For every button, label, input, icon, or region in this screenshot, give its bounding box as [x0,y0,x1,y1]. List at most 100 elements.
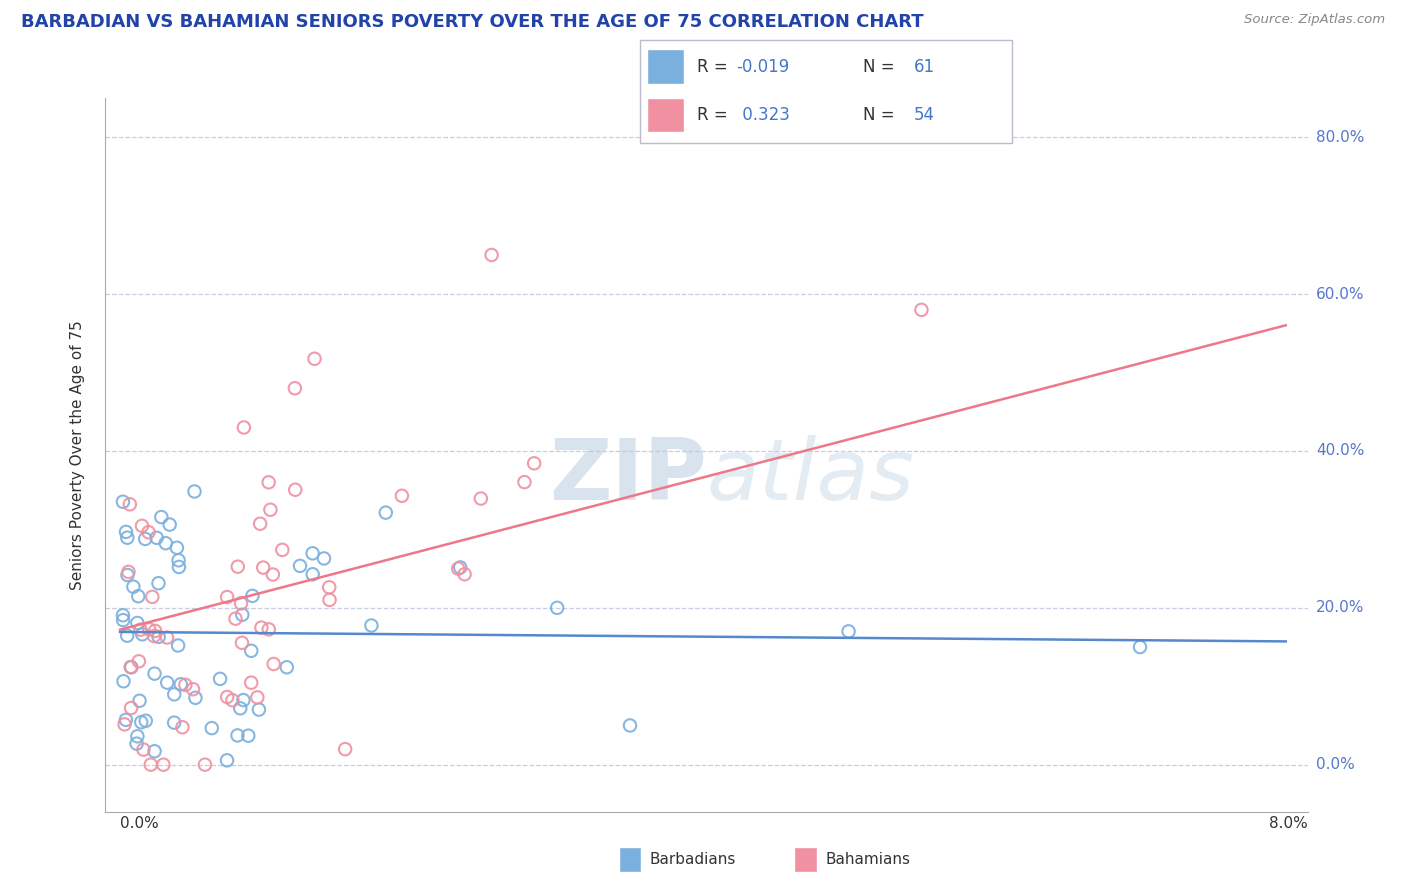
Point [122,580,145,594]
Point [288,558,311,573]
Point [240,644,263,658]
Point [184,690,207,705]
Point [523,456,546,470]
Text: 0.0%: 0.0% [1316,757,1354,772]
Point [174,678,197,692]
Y-axis label: Seniors Poverty Over the Age of 75: Seniors Poverty Over the Age of 75 [70,320,84,590]
Text: 8.0%: 8.0% [1268,815,1308,830]
Point [447,561,470,575]
Point [166,541,188,555]
Point [117,565,139,579]
Text: 61: 61 [914,58,935,76]
Point [194,757,217,772]
Text: 20.0%: 20.0% [1316,600,1364,615]
Point [141,590,163,604]
Point [181,682,204,697]
Point [118,497,141,511]
Point [263,657,285,671]
Text: 54: 54 [914,106,935,124]
FancyBboxPatch shape [647,97,685,132]
Point [225,612,247,626]
Point [246,690,269,705]
Point [139,757,162,772]
Point [250,621,273,635]
Point [232,693,254,707]
Point [148,630,170,644]
Text: atlas: atlas [707,434,914,518]
Point [150,510,173,524]
Point [129,715,152,730]
Point [276,660,298,674]
Point [252,560,274,574]
Point [127,589,149,603]
Point [131,627,153,641]
Text: -0.019: -0.019 [737,58,790,76]
Point [242,589,264,603]
Point [1129,640,1152,654]
Text: 60.0%: 60.0% [1316,286,1364,301]
Point [259,502,281,516]
Point [231,607,253,622]
Point [257,623,280,637]
Point [120,660,142,674]
Text: BARBADIAN VS BAHAMIAN SENIORS POVERTY OVER THE AGE OF 75 CORRELATION CHART: BARBADIAN VS BAHAMIAN SENIORS POVERTY OV… [21,13,924,31]
Point [301,567,323,582]
Point [271,542,294,557]
Point [470,491,492,506]
Point [138,525,160,540]
Text: 0.0%: 0.0% [120,815,159,830]
Text: 0.323: 0.323 [737,106,790,124]
Point [170,677,193,691]
Point [183,484,205,499]
Point [231,636,253,650]
Point [128,694,150,708]
Point [143,624,166,638]
Point [152,757,174,772]
Point [284,381,307,395]
Point [127,615,149,630]
Text: R =: R = [697,106,728,124]
Point [167,639,190,653]
Point [301,546,323,560]
Point [226,559,249,574]
Point [391,489,413,503]
Point [312,551,335,566]
Point [127,729,149,743]
Point [229,701,252,715]
FancyBboxPatch shape [640,40,1012,143]
Point [374,506,396,520]
Point [111,608,134,623]
Point [120,660,142,674]
Point [232,420,254,434]
Text: R =: R = [697,58,728,76]
FancyBboxPatch shape [647,49,685,84]
Point [155,536,177,550]
Point [172,720,194,734]
Text: Barbadians: Barbadians [650,853,735,867]
Text: ZIP: ZIP [548,434,707,518]
Text: N =: N = [863,106,894,124]
Point [546,600,568,615]
Text: 80.0%: 80.0% [1316,130,1364,145]
Point [117,568,139,582]
Point [167,560,190,574]
Point [112,674,135,689]
Point [226,728,249,742]
Point [910,302,932,317]
Point [284,483,307,497]
Point [201,721,224,735]
Point [481,248,503,262]
Point [145,531,167,545]
Point [167,553,190,567]
Text: Bahamians: Bahamians [825,853,910,867]
Point [249,516,271,531]
Point [129,623,152,637]
Point [115,524,138,539]
Point [143,629,166,643]
Point [304,351,326,366]
Point [135,714,157,728]
Point [209,672,232,686]
Point [115,629,138,643]
Point [247,703,270,717]
Point [120,701,142,715]
